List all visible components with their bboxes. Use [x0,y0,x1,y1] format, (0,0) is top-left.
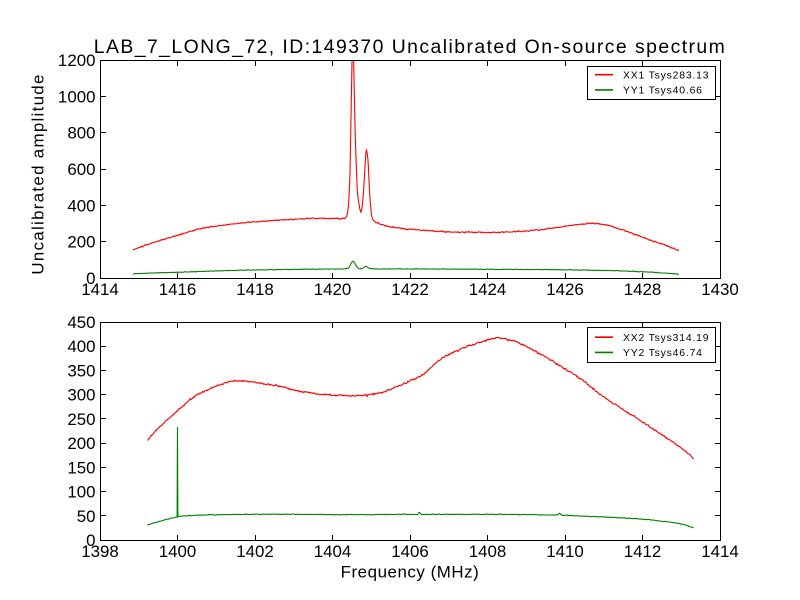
svg-text:200: 200 [67,233,95,252]
svg-text:0: 0 [86,531,95,550]
svg-text:1410: 1410 [546,542,584,561]
svg-text:50: 50 [77,507,96,526]
svg-text:XX2 Tsys314.19: XX2 Tsys314.19 [623,333,709,344]
svg-text:1424: 1424 [469,280,507,299]
svg-text:1414: 1414 [701,542,739,561]
svg-text:1420: 1420 [314,280,352,299]
svg-text:YY1 Tsys40.66: YY1 Tsys40.66 [623,86,703,97]
svg-text:1398: 1398 [81,542,119,561]
svg-text:1422: 1422 [391,280,429,299]
svg-text:1412: 1412 [624,542,662,561]
svg-text:1430: 1430 [701,280,739,299]
svg-text:800: 800 [67,124,95,143]
svg-text:1426: 1426 [546,280,584,299]
svg-text:1402: 1402 [236,542,274,561]
svg-text:0: 0 [86,269,95,288]
svg-text:1200: 1200 [58,51,96,70]
svg-text:400: 400 [67,337,95,356]
svg-text:450: 450 [67,313,95,332]
svg-text:1416: 1416 [159,280,197,299]
svg-text:LAB_7_LONG_72, ID:149370 Uncal: LAB_7_LONG_72, ID:149370 Uncalibrated On… [94,36,727,58]
svg-text:350: 350 [67,361,95,380]
svg-text:Uncalibrated amplitude: Uncalibrated amplitude [29,73,48,274]
svg-text:200: 200 [67,434,95,453]
svg-text:1428: 1428 [624,280,662,299]
svg-text:1000: 1000 [58,87,96,106]
svg-text:1400: 1400 [159,542,197,561]
svg-text:1418: 1418 [236,280,274,299]
svg-text:XX1 Tsys283.13: XX1 Tsys283.13 [623,70,709,81]
svg-text:300: 300 [67,386,95,405]
svg-text:600: 600 [67,160,95,179]
svg-text:250: 250 [67,410,95,429]
svg-text:YY2 Tsys46.74: YY2 Tsys46.74 [623,348,703,359]
svg-text:1404: 1404 [314,542,352,561]
svg-text:1406: 1406 [391,542,429,561]
svg-text:150: 150 [67,458,95,477]
svg-text:Frequency (MHz): Frequency (MHz) [341,563,480,582]
svg-text:400: 400 [67,196,95,215]
svg-text:100: 100 [67,483,95,502]
svg-text:1414: 1414 [81,280,119,299]
svg-text:1408: 1408 [469,542,507,561]
